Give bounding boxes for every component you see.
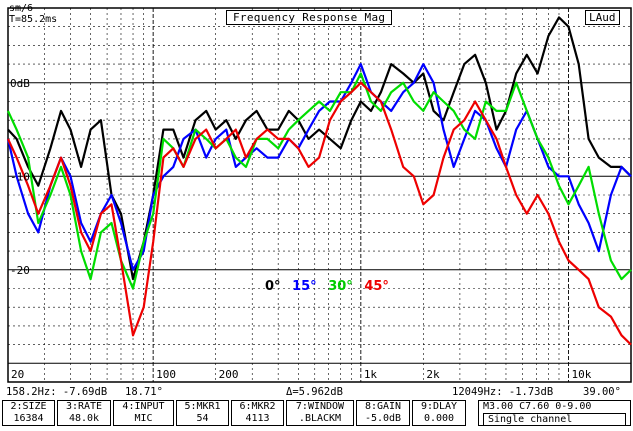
x-tick-label: 10k xyxy=(571,368,591,381)
series-line-3 xyxy=(7,81,632,346)
cursor2-phase: 39.00° xyxy=(583,386,621,398)
param-input-value: MIC xyxy=(134,413,153,424)
legend-entry-30: 30° xyxy=(328,279,353,294)
legend-entry-45: 45° xyxy=(364,279,389,294)
param-size[interactable]: 2:SIZE 16384 xyxy=(2,400,55,426)
mode-indicator[interactable]: LAud xyxy=(585,10,620,25)
y-tick-label: -10 xyxy=(10,170,30,183)
cursor2-value: 12049Hz: -1.73dB xyxy=(452,386,554,398)
frequency-response-plot: 0dB -10 -20 20 100 200 1k 2k 10k xyxy=(6,7,632,383)
param-window[interactable]: 7:WINDOW .BLACKM xyxy=(286,400,354,426)
param-mkr1[interactable]: 5:MKR1 54 xyxy=(176,400,229,426)
x-tick-label: 100 xyxy=(156,368,176,381)
status-markers: M3.00 C7.60 0-9.00 xyxy=(483,401,592,412)
delta-value: Δ=5.962dB xyxy=(286,386,343,398)
param-mkr1-label: 5:MKR1 xyxy=(184,401,221,412)
chart-title: Frequency Response Mag xyxy=(226,10,393,25)
series-layer xyxy=(6,16,632,346)
x-tick-label: 1k xyxy=(364,368,378,381)
channel-mode: Single channel xyxy=(483,413,626,426)
param-gain[interactable]: 8:GAIN -5.0dB xyxy=(356,400,410,426)
legend-entry-15: 15° xyxy=(292,279,317,294)
param-mkr2[interactable]: 6:MKR2 4113 xyxy=(231,400,284,426)
status-box[interactable]: M3.00 C7.60 0-9.00 Single channel xyxy=(478,400,631,426)
param-input[interactable]: 4:INPUT MIC xyxy=(113,400,174,426)
cursor1-phase: 18.71° xyxy=(125,386,163,398)
cursor-readout: 158.2Hz: -7.69dB 18.71° Δ=5.962dB 12049H… xyxy=(0,386,633,399)
legend-entry-0: 0° xyxy=(265,279,281,294)
y-tick-label: 0dB xyxy=(10,77,30,90)
param-size-label: 2:SIZE xyxy=(10,401,47,412)
y-tick-label: -20 xyxy=(10,264,30,277)
param-rate-value: 48.0k xyxy=(68,413,100,424)
cursor1-value: 158.2Hz: -7.69dB xyxy=(6,386,108,398)
param-rate-label: 3:RATE xyxy=(65,401,103,412)
param-input-label: 4:INPUT xyxy=(122,401,165,412)
param-mkr2-value: 4113 xyxy=(245,413,270,424)
param-window-value: .BLACKM xyxy=(298,413,342,424)
parameter-bar: 2:SIZE 16384 3:RATE 48.0k 4:INPUT MIC 5:… xyxy=(2,400,468,428)
param-dlay-label: 9:DLAY xyxy=(420,401,458,412)
tick-labels: 0dB -10 -20 20 100 200 1k 2k 10k xyxy=(10,77,592,381)
scale-label: sm/6 xyxy=(9,3,34,14)
param-size-value: 16384 xyxy=(13,413,44,424)
series-line-2 xyxy=(7,72,632,290)
param-dlay-value: 0.000 xyxy=(423,413,455,424)
time-label: T=85.2ms xyxy=(9,14,58,25)
param-rate[interactable]: 3:RATE 48.0k xyxy=(57,400,111,426)
x-tick-label: 2k xyxy=(426,368,440,381)
param-mkr1-value: 54 xyxy=(196,413,209,424)
x-tick-label: 200 xyxy=(219,368,239,381)
param-gain-label: 8:GAIN xyxy=(364,401,402,412)
param-dlay[interactable]: 9:DLAY 0.000 xyxy=(412,400,466,426)
chart-legend: 0° 15° 30° 45° xyxy=(265,279,396,294)
param-window-label: 7:WINDOW xyxy=(295,401,345,412)
param-mkr2-label: 6:MKR2 xyxy=(239,401,276,412)
param-gain-value: -5.0dB xyxy=(364,413,402,424)
x-tick-label: 20 xyxy=(11,368,24,381)
